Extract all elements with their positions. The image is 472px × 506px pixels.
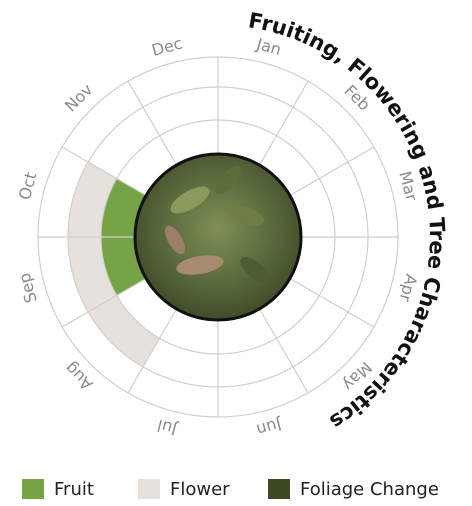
spoke xyxy=(127,80,178,166)
spoke xyxy=(127,308,178,394)
legend-swatch xyxy=(22,479,44,499)
rings xyxy=(37,56,399,418)
month-label: Jun xyxy=(254,415,284,440)
spoke xyxy=(258,308,309,394)
legend-label: Fruit xyxy=(54,479,94,500)
month-label: Oct xyxy=(15,170,41,202)
season-wedge xyxy=(68,162,117,237)
spoke xyxy=(61,146,147,197)
season-wedge xyxy=(88,295,160,367)
month-label: Sep xyxy=(15,271,41,305)
spoke xyxy=(289,277,375,328)
month-label: Jul xyxy=(155,416,180,440)
season-wedge xyxy=(68,237,117,312)
legend-label: Foliage Change xyxy=(300,479,439,500)
legend-swatch xyxy=(268,479,290,499)
photo xyxy=(133,152,303,322)
legend-label: Flower xyxy=(170,479,230,500)
spoke xyxy=(258,80,309,166)
legend-swatch xyxy=(138,479,160,499)
month-label: Dec xyxy=(150,34,185,60)
spoke xyxy=(61,277,147,328)
spoke xyxy=(289,146,375,197)
